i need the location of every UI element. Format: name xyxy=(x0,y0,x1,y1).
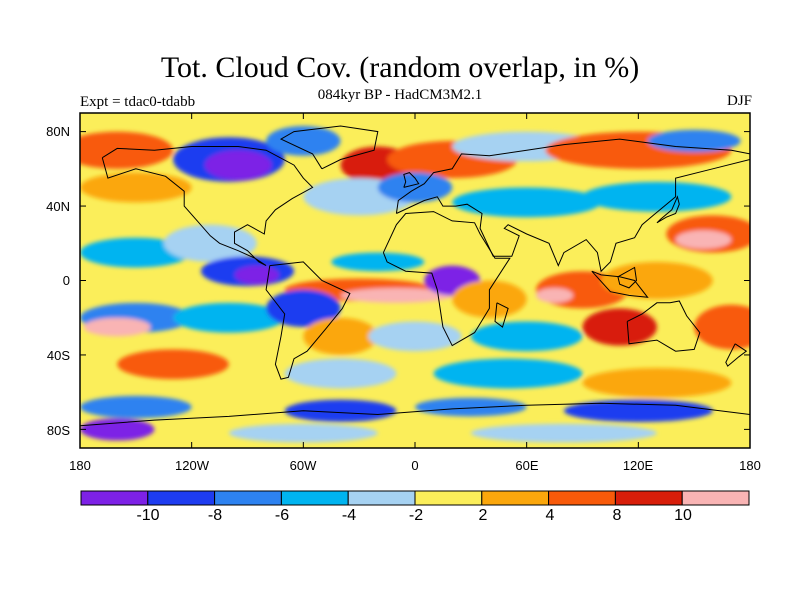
colorbar-box xyxy=(80,490,149,506)
anomaly-region xyxy=(377,172,453,203)
colorbar-label: -6 xyxy=(274,507,290,524)
colorbar-box xyxy=(214,490,282,506)
anomaly-region xyxy=(117,349,229,380)
anomaly-region xyxy=(601,261,713,300)
anomaly-region xyxy=(470,423,657,443)
lon-label-180e: 180 xyxy=(739,458,761,473)
anomaly-region xyxy=(331,252,425,272)
anomaly-region xyxy=(80,237,192,268)
anomaly-region xyxy=(266,289,341,328)
colorbar-box xyxy=(681,490,750,506)
anomaly-region xyxy=(228,423,378,443)
lat-label-80n: 80N xyxy=(46,124,70,139)
anomaly-region xyxy=(582,181,732,212)
anomaly-region xyxy=(80,418,155,441)
season-label: DJF xyxy=(726,93,752,109)
anomaly-region xyxy=(694,304,750,350)
anomaly-region xyxy=(266,126,341,156)
colorbar-box xyxy=(614,490,683,506)
colorbar-label: -8 xyxy=(207,507,223,524)
anomaly-region xyxy=(83,317,151,337)
coastline xyxy=(403,172,420,188)
lat-label-40s: 40S xyxy=(46,348,70,363)
colorbar-box xyxy=(548,490,616,506)
lon-label-180w: 180 xyxy=(69,458,91,473)
lon-label-0: 0 xyxy=(411,458,419,473)
coastline xyxy=(80,402,750,427)
anomaly-region xyxy=(647,129,741,153)
colorbar-label: -4 xyxy=(341,507,357,524)
anomaly-region xyxy=(433,358,583,389)
anomaly-region xyxy=(173,302,285,333)
anomaly-region xyxy=(415,397,527,417)
colorbar-label: 2 xyxy=(478,507,488,524)
coastline xyxy=(656,195,680,224)
anomaly-region xyxy=(234,265,280,285)
anomaly-region xyxy=(303,317,378,355)
colorbar-label: 10 xyxy=(674,507,692,524)
anomaly-region xyxy=(582,367,732,398)
cloud-anomaly-field xyxy=(80,113,750,448)
anomaly-region xyxy=(284,358,397,389)
colorbar-box xyxy=(414,490,483,506)
anomaly-region xyxy=(470,321,583,352)
coastline xyxy=(382,211,511,347)
coastline xyxy=(591,270,649,298)
anomaly-region xyxy=(582,308,657,346)
lat-label-80s: 80S xyxy=(46,423,70,438)
axis-ticks xyxy=(79,113,751,448)
lon-label-120w: 120W xyxy=(175,458,209,473)
lat-label-0: 0 xyxy=(62,273,70,288)
colorbar-box xyxy=(280,490,349,506)
colorbar-box xyxy=(347,490,416,506)
map-title: Tot. Cloud Cov. (random overlap, in %) xyxy=(160,51,640,84)
colorbar-label: 8 xyxy=(612,507,622,524)
coastline xyxy=(101,146,314,267)
anomaly-region xyxy=(80,395,192,419)
coastlines xyxy=(80,125,750,427)
colorbar-box xyxy=(481,490,550,506)
coastline xyxy=(617,266,638,289)
colorbar-label: 4 xyxy=(545,507,555,524)
coastline xyxy=(725,343,748,367)
coastline xyxy=(279,125,379,170)
coastline xyxy=(265,261,351,380)
lon-label-60e: 60E xyxy=(515,458,539,473)
lat-label-40n: 40N xyxy=(46,199,70,214)
anomaly-region xyxy=(563,399,713,422)
anomaly-region xyxy=(284,399,397,422)
colorbar-box xyxy=(147,490,216,506)
lon-label-60w: 60W xyxy=(289,458,317,473)
anomaly-region xyxy=(340,287,453,303)
anomaly-region xyxy=(535,287,574,303)
anomaly-region xyxy=(80,172,192,203)
anomaly-region xyxy=(452,187,602,218)
coastline xyxy=(626,300,701,352)
anomaly-region xyxy=(675,230,732,249)
coastline xyxy=(494,302,509,328)
lon-label-120e: 120E xyxy=(622,458,654,473)
anomaly-region xyxy=(204,150,272,180)
experiment-label: Expt = tdac0-tdabb xyxy=(80,94,196,110)
anomaly-region xyxy=(163,224,257,262)
map-subtitle: 084kyr BP - HadCM3M2.1 xyxy=(317,87,483,103)
colorbar xyxy=(80,490,750,506)
colorbar-label: -2 xyxy=(408,507,424,524)
colorbar-label: -10 xyxy=(136,507,160,524)
coastline xyxy=(395,138,750,273)
anomaly-region xyxy=(368,321,462,352)
